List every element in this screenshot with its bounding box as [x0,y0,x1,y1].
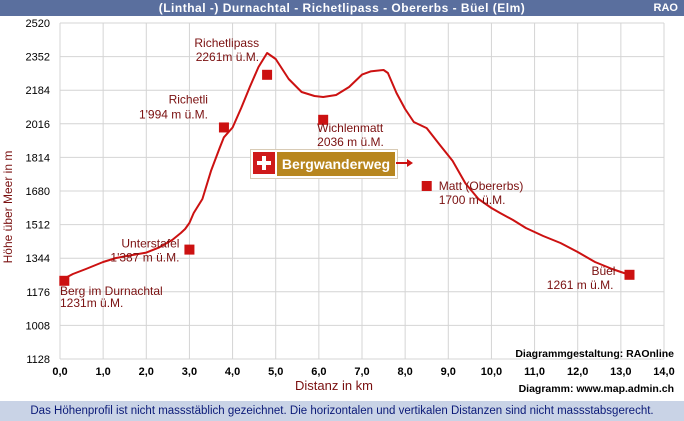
footer-bar [0,401,684,421]
waypoint-name: Wichlenmatt [317,121,384,135]
y-tick-label: 1344 [26,253,50,265]
waypoint-elevation: 1261 m ü.M. [547,278,614,292]
y-tick-label: 1128 [26,354,50,366]
y-tick-label: 2352 [26,52,50,64]
elevation-chart: 2520 2352 2184 2016 1814 1680 1512 1344 1176 1008… [1,18,675,393]
y-tick-label: 1814 [26,152,50,164]
waypoint-marker [624,269,635,280]
waypoint-marker [262,69,273,80]
waypoint-marker [59,275,70,286]
x-tick-label: 13,0 [610,366,631,378]
x-tick-label: 2,0 [139,366,154,378]
brand-logo: RAO [653,2,678,14]
waypoint-marker [218,122,229,133]
x-tick-label: 11,0 [524,366,545,378]
waypoint-name: Matt (Obererbs) [439,179,524,193]
x-tick-label: 7,0 [354,366,369,378]
footer-note: Das Höhenprofil ist nicht massstäblich g… [30,405,654,417]
arrow-right-icon [396,159,413,167]
y-tick-label: 1512 [26,220,50,232]
x-tick-label: 5,0 [268,366,283,378]
x-tick-label: 0,0 [52,366,67,378]
waypoint-name: Unterstafel [121,237,179,251]
waypoint-name: Richetli [169,92,208,106]
waypoint-elevation: 1'994 m ü.M. [139,107,208,121]
waypoint-elevation: 1231m ü.M. [60,296,123,310]
swiss-flag-icon [253,152,275,174]
x-tick-label: 8,0 [397,366,412,378]
x-axis-title: Distanz in km [295,378,373,393]
waypoint-elevation: 1'387 m ü.M. [110,251,179,265]
y-tick-label: 2184 [26,85,50,97]
x-tick-label: 3,0 [182,366,197,378]
elevation-profile-line [59,52,630,282]
waypoint-marker [184,244,195,255]
y-axis-title: Höhe über Meer in m [1,151,15,264]
y-tick-label: 2016 [26,119,50,131]
waypoint-elevation: 1700 m ü.M. [439,193,506,207]
badge-label: Bergwanderweg [277,152,395,176]
y-tick-label: 1176 [26,287,50,299]
y-tick-label: 2520 [26,18,50,30]
y-tick-label: 1680 [26,186,50,198]
title-bar [0,0,684,16]
y-tick-label: 1008 [26,320,50,332]
waypoint-name: Berg im Durnachtal [60,284,163,298]
x-tick-label: 9,0 [441,366,456,378]
waypoint-marker [318,114,329,125]
waypoint-name: Richetlipass [194,36,259,50]
trail-badge: Bergwanderweg [250,149,398,179]
waypoint-elevation: 2261m ü.M. [196,50,259,64]
x-tick-label: 6,0 [311,366,326,378]
x-tick-label: 1,0 [95,366,110,378]
x-tick-label: 14,0 [653,366,674,378]
source-credit: Diagramm: www.map.admin.ch [518,383,674,395]
design-credit: Diagrammgestaltung: RAOnline [515,348,674,360]
waypoint-marker [421,180,432,191]
chart-title: (Linthal -) Durnachtal - Richetlipass - … [158,1,526,15]
x-tick-label: 10,0 [481,366,502,378]
waypoint-name: Büel [591,264,615,278]
waypoint-elevation: 2036 m ü.M. [317,135,384,149]
x-tick-label: 12,0 [567,366,588,378]
x-tick-label: 4,0 [225,366,240,378]
